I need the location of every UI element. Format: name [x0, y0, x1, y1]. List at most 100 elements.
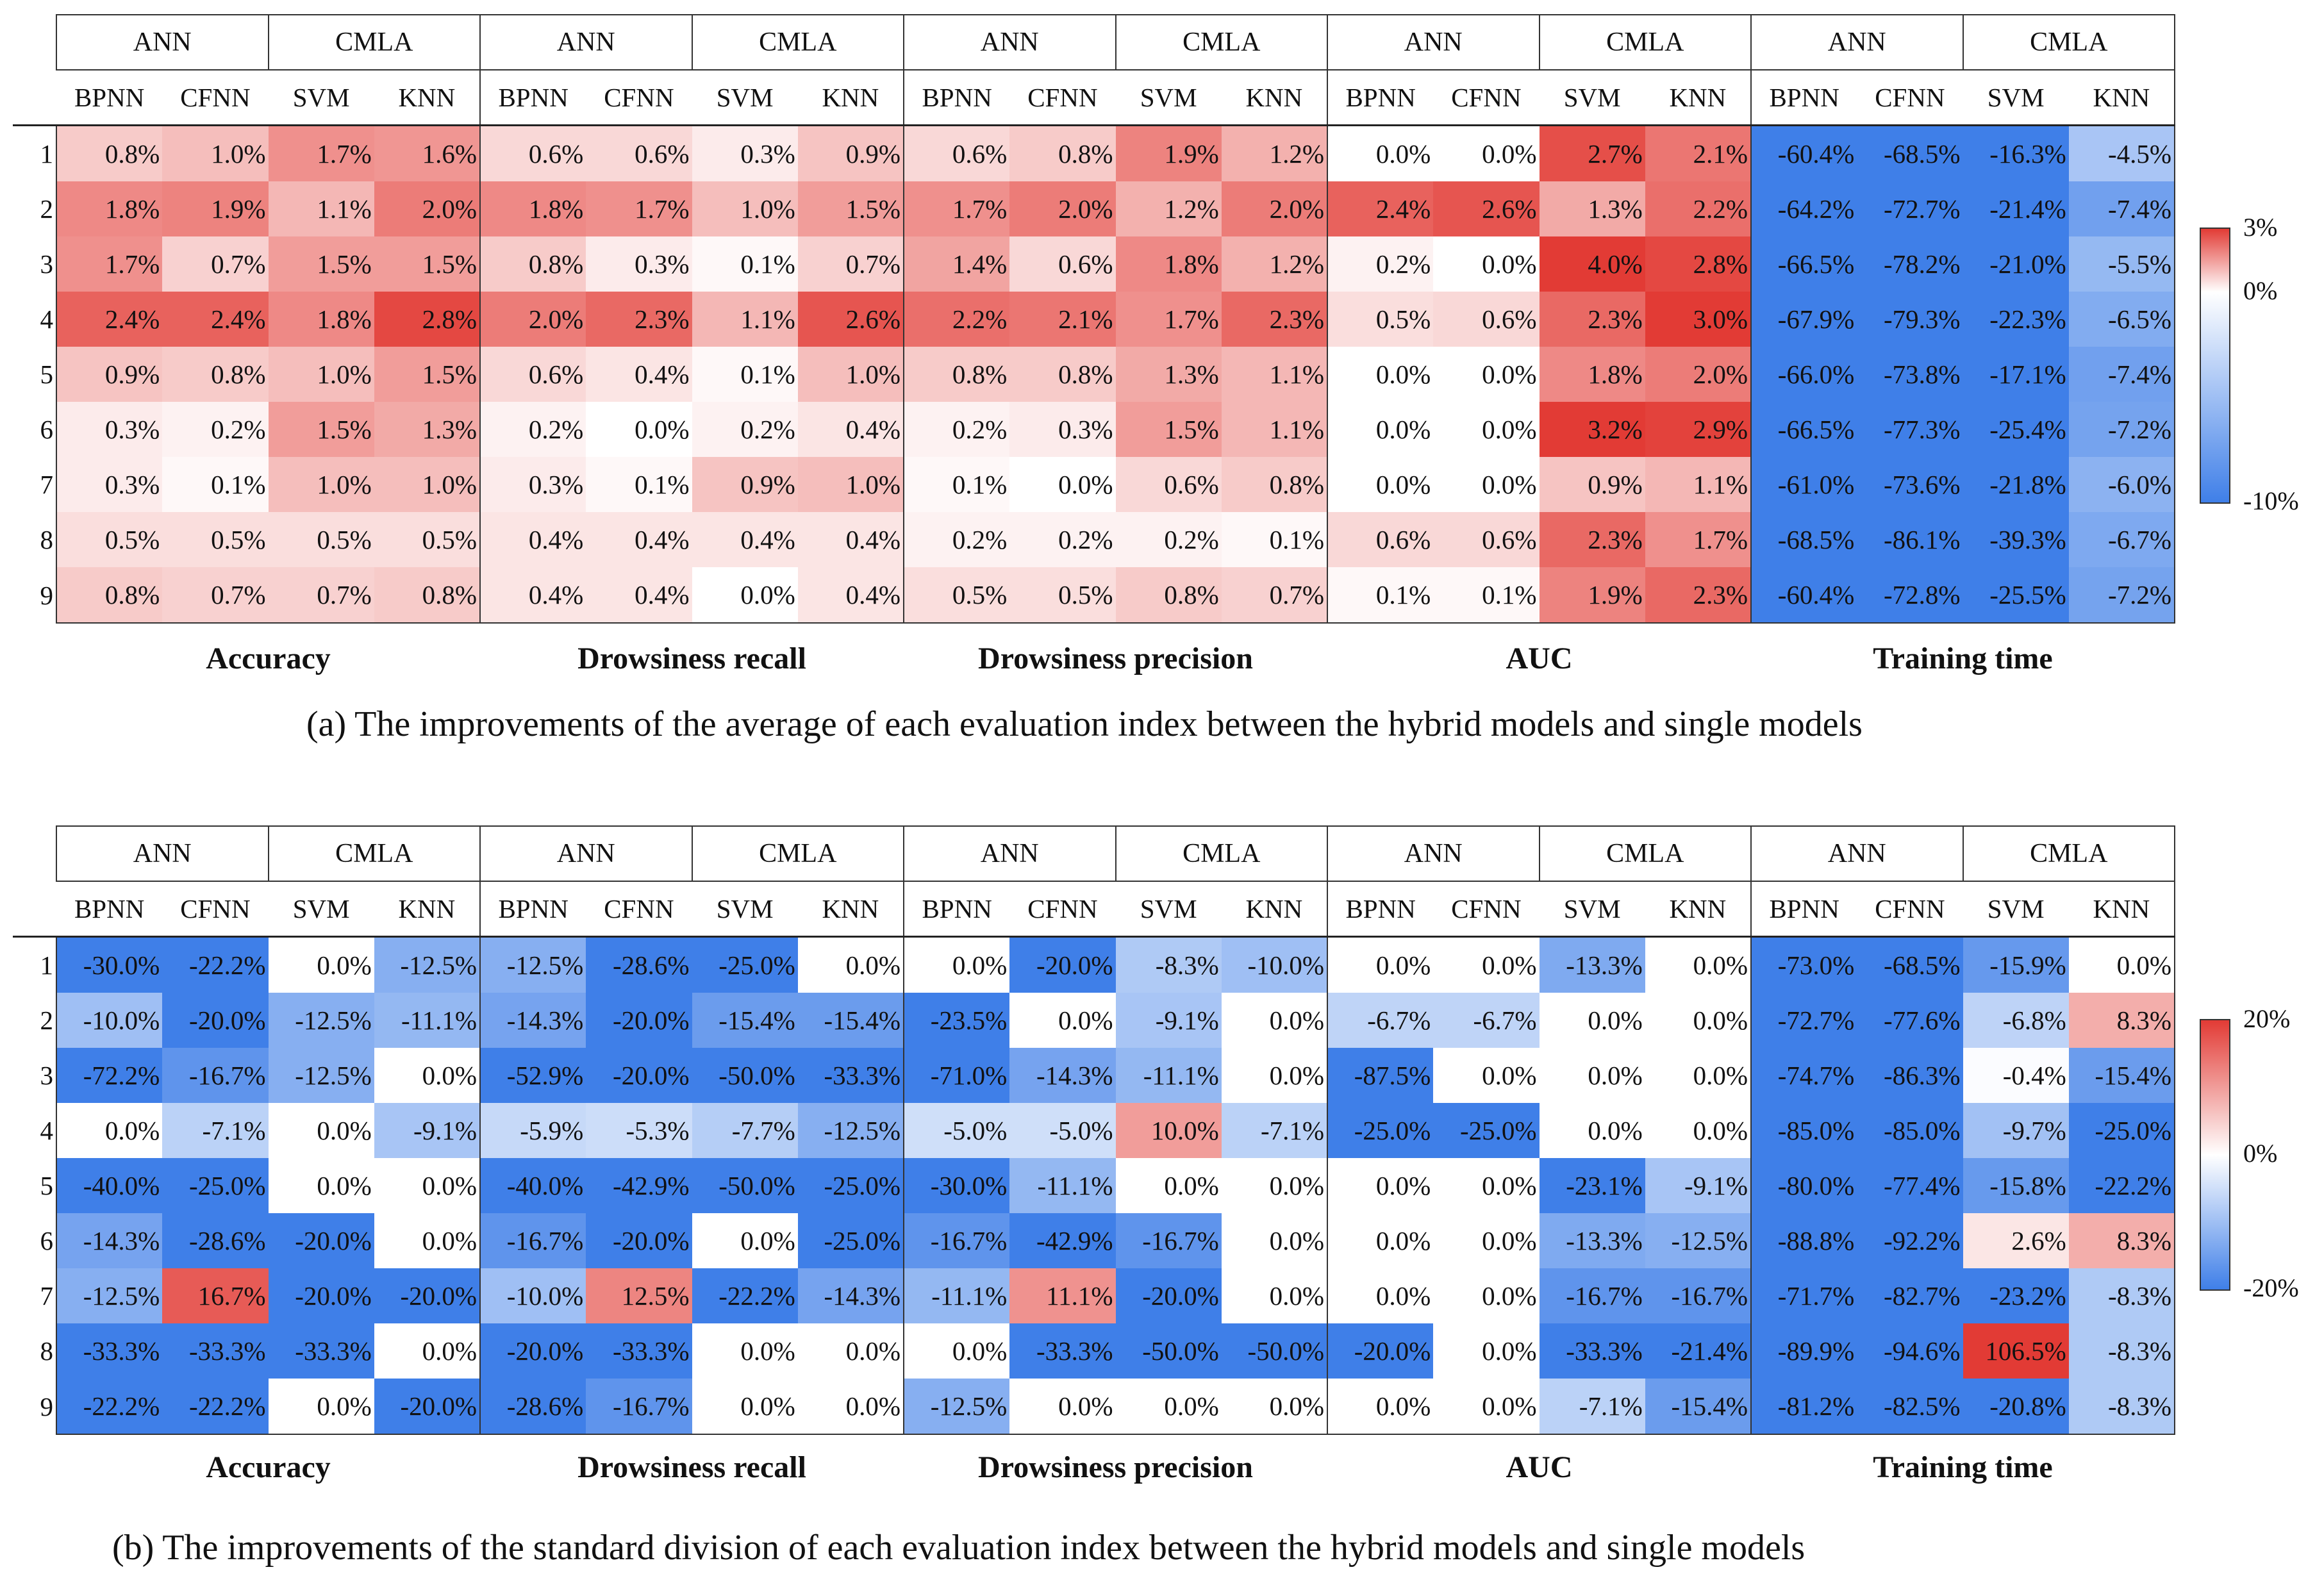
heatmap-cell: 0.0% — [1433, 1268, 1540, 1323]
heatmap-cell: -8.3% — [2068, 1323, 2176, 1379]
heatmap-cell: 1.5% — [268, 236, 374, 292]
row-label: 1 — [40, 950, 54, 980]
group-header-cmla: CMLA — [267, 14, 481, 70]
heatmap-cell: 2.7% — [1539, 125, 1645, 181]
heatmap-cell: -7.1% — [1539, 1379, 1645, 1435]
heatmap-cell: -33.3% — [797, 1048, 905, 1103]
heatmap-cell: -72.8% — [1857, 567, 1963, 624]
heatmap-cell: 2.0% — [480, 292, 586, 347]
heatmap-cell: -20.0% — [1009, 936, 1116, 993]
heatmap-cell: 1.0% — [268, 457, 374, 512]
heatmap-cell: -64.2% — [1751, 181, 1857, 236]
heatmap-cell: -28.6% — [586, 936, 692, 993]
heatmap-cell: -52.9% — [480, 1048, 586, 1103]
heatmap-cell: 0.0% — [1433, 1213, 1540, 1268]
group-header-ann: ANN — [1750, 825, 1964, 882]
heatmap-cell: -61.0% — [1751, 457, 1857, 512]
heatmap-cell: -20.0% — [586, 993, 692, 1048]
heatmap-cell: -20.8% — [1963, 1379, 2069, 1435]
heatmap-cell: 2.9% — [1645, 402, 1752, 457]
colorbar-tick-label: 3% — [2243, 213, 2278, 242]
heatmap-cell: -6.7% — [1327, 993, 1434, 1048]
heatmap-cell: 11.1% — [1009, 1268, 1116, 1323]
heatmap-cell: -33.3% — [1539, 1323, 1645, 1379]
heatmap-cell: 0.0% — [268, 1379, 374, 1435]
heatmap-cell: 2.0% — [374, 181, 481, 236]
heatmap-cell: -42.9% — [586, 1158, 692, 1213]
heatmap-cell: 0.5% — [374, 512, 481, 567]
heatmap-cell: 0.6% — [1433, 292, 1540, 347]
heatmap-cell: 0.3% — [692, 125, 798, 181]
row-label: 4 — [40, 1116, 54, 1145]
heatmap-cell: 0.7% — [268, 567, 374, 624]
heatmap-cell: 0.8% — [55, 567, 163, 624]
heatmap-cell: -21.8% — [1963, 457, 2069, 512]
corner-cell — [13, 15, 56, 70]
heatmap-cell: 0.0% — [797, 1379, 905, 1435]
heatmap-cell: 2.0% — [1009, 181, 1116, 236]
row-label: 1 — [40, 139, 54, 169]
heatmap-cell: 2.2% — [1645, 181, 1752, 236]
heatmap-cell: -22.2% — [2068, 1158, 2176, 1213]
heatmap-cell: 0.0% — [1115, 1158, 1222, 1213]
group-header-cmla: CMLA — [1962, 825, 2175, 882]
heatmap-cell: 1.1% — [1221, 347, 1329, 402]
heatmap-cell: 0.0% — [1433, 402, 1540, 457]
heatmap-cell: -68.5% — [1751, 512, 1857, 567]
heatmap-cell: 0.1% — [692, 236, 798, 292]
heatmap-cell: -7.4% — [2068, 347, 2176, 402]
heatmap-cell: 0.0% — [1221, 1048, 1329, 1103]
metric-label: AUC — [1506, 642, 1573, 675]
heatmap-cell: -66.5% — [1751, 402, 1857, 457]
heatmap-cell: -11.1% — [1009, 1158, 1116, 1213]
model-header-knn: KNN — [2068, 70, 2176, 126]
heatmap-cell: 0.0% — [1221, 1213, 1329, 1268]
heatmap-cell: -15.4% — [797, 993, 905, 1048]
heatmap-cell: 1.3% — [1539, 181, 1645, 236]
model-header-knn: KNN — [1221, 881, 1329, 938]
heatmap-cell: -50.0% — [1115, 1323, 1222, 1379]
heatmap-cell: 0.0% — [692, 1213, 798, 1268]
heatmap-cell: 0.0% — [692, 1323, 798, 1379]
model-header-bpnn: BPNN — [1751, 70, 1857, 126]
heatmap-cell: 0.0% — [586, 402, 692, 457]
heatmap-cell: -12.5% — [1645, 1213, 1752, 1268]
heatmap-cell: 0.5% — [268, 512, 374, 567]
group-header-ann: ANN — [1327, 825, 1540, 882]
metric-label: Accuracy — [206, 1450, 331, 1484]
heatmap-cell: 2.1% — [1645, 125, 1752, 181]
row-label: 7 — [40, 1281, 54, 1311]
heatmap-cell: -87.5% — [1327, 1048, 1434, 1103]
heatmap-cell: 0.5% — [55, 512, 163, 567]
model-header-bpnn: BPNN — [904, 881, 1010, 938]
model-header-svm: SVM — [268, 881, 374, 938]
heatmap-cell: 1.3% — [374, 402, 481, 457]
heatmap-cell: -25.5% — [1963, 567, 2069, 624]
heatmap-cell: -71.7% — [1751, 1268, 1857, 1323]
heatmap-cell: 1.5% — [374, 347, 481, 402]
heatmap-cell: -77.3% — [1857, 402, 1963, 457]
heatmap-cell: 0.3% — [480, 457, 586, 512]
heatmap-cell: 0.1% — [1433, 567, 1540, 624]
heatmap-cell: 0.2% — [692, 402, 798, 457]
heatmap-cell: 0.6% — [1009, 236, 1116, 292]
heatmap-cell: 1.0% — [268, 347, 374, 402]
heatmap-cell: 0.1% — [692, 347, 798, 402]
heatmap-cell: -25.0% — [1327, 1103, 1434, 1158]
heatmap-cell: -23.5% — [904, 993, 1010, 1048]
heatmap-cell: 0.6% — [480, 347, 586, 402]
heatmap-cell: 0.9% — [692, 457, 798, 512]
heatmap-cell: 0.0% — [692, 567, 798, 624]
heatmap-cell: -5.9% — [480, 1103, 586, 1158]
heatmap-cell: 0.0% — [797, 1323, 905, 1379]
heatmap-cell: 2.6% — [797, 292, 905, 347]
heatmap-cell: 1.2% — [1221, 236, 1329, 292]
model-header-bpnn: BPNN — [904, 70, 1010, 126]
heatmap-cell: -7.4% — [2068, 181, 2176, 236]
heatmap-cell: -86.3% — [1857, 1048, 1963, 1103]
heatmap-cell: -17.1% — [1963, 347, 2069, 402]
heatmap-cell: -94.6% — [1857, 1323, 1963, 1379]
row-label: 6 — [40, 415, 54, 444]
heatmap-cell: 0.2% — [480, 402, 586, 457]
row-label: 3 — [40, 249, 54, 279]
